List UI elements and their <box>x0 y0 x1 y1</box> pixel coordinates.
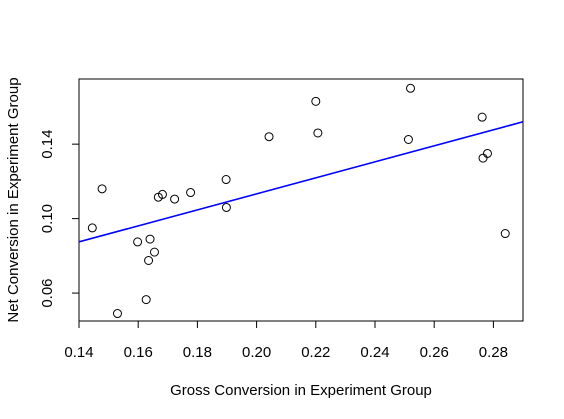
x-tick-label: 0.14 <box>64 344 93 361</box>
data-point <box>311 96 321 106</box>
data-point <box>264 132 274 142</box>
data-point <box>97 184 107 194</box>
y-axis-title: Net Conversion in Experiment Group <box>5 77 22 322</box>
data-point <box>313 128 323 138</box>
data-point <box>221 202 231 212</box>
data-point <box>144 256 154 265</box>
x-tick-label: 0.18 <box>183 344 212 361</box>
data-point <box>157 189 167 199</box>
x-tick-label: 0.28 <box>479 344 508 361</box>
data-point <box>406 83 416 93</box>
data-point <box>87 223 97 233</box>
data-point <box>482 148 492 158</box>
regression-line <box>79 121 523 243</box>
data-point <box>133 237 143 247</box>
data-point <box>112 309 122 319</box>
data-point <box>221 175 231 185</box>
data-point <box>141 295 151 305</box>
x-axis-title: Gross Conversion in Experiment Group <box>170 382 432 399</box>
plot-frame <box>78 78 524 322</box>
y-tick-label: 0.14 <box>39 130 56 159</box>
y-tick-label: 0.10 <box>39 204 56 233</box>
regression-line-group <box>79 121 523 243</box>
data-point <box>477 112 487 122</box>
x-tick-label: 0.24 <box>360 344 389 361</box>
x-tick-label: 0.26 <box>420 344 449 361</box>
data-point <box>403 135 413 144</box>
data-point <box>145 234 155 244</box>
data-points <box>87 83 510 319</box>
data-point <box>186 188 196 198</box>
y-tick-label: 0.06 <box>39 278 56 307</box>
x-axis: 0.14 0.16 0.18 0.20 0.22 0.24 0.26 0.28 <box>64 320 508 361</box>
x-tick-label: 0.22 <box>301 344 330 361</box>
data-point <box>478 153 488 163</box>
data-point <box>500 229 510 239</box>
x-tick-label: 0.16 <box>124 344 153 361</box>
data-point <box>170 194 180 204</box>
data-point <box>149 247 159 257</box>
x-tick-label: 0.20 <box>242 344 271 361</box>
y-axis: 0.06 0.10 0.14 <box>39 130 80 308</box>
